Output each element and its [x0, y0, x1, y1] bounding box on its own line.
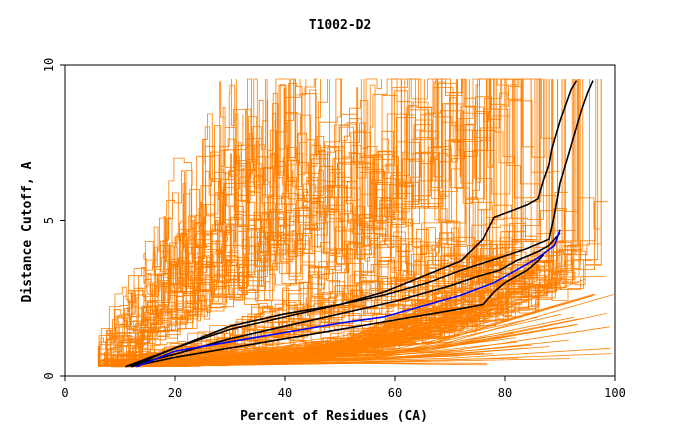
highlight-lines: [125, 80, 594, 368]
series-line-highlight-black-2: [130, 80, 594, 368]
background-model-line: [111, 308, 515, 368]
background-model-line: [116, 293, 469, 368]
x-tick-label: 20: [168, 386, 182, 400]
series-line-highlight-black-3: [125, 232, 561, 368]
chart-title: T1002-D2: [309, 18, 372, 33]
background-model-line: [105, 79, 236, 367]
x-axis-label: Percent of Residues (CA): [240, 409, 428, 424]
background-model-line: [104, 79, 480, 367]
y-tick-label: 10: [42, 58, 56, 72]
background-model-line: [132, 357, 519, 368]
background-model-line: [131, 79, 540, 367]
background-model-line: [118, 346, 550, 368]
x-tick-label: 60: [388, 386, 402, 400]
background-model-line: [141, 78, 490, 367]
background-model-line: [99, 78, 508, 367]
y-axis-ticks: 0 5 10: [42, 58, 65, 380]
background-model-line: [106, 79, 463, 367]
y-axis-label: Distance Cutoff, A: [20, 161, 35, 302]
background-model-lines: [97, 78, 614, 368]
y-tick-label: 0: [42, 372, 56, 379]
background-model-line: [117, 338, 505, 368]
background-model-line: [98, 78, 257, 367]
background-model-line: [98, 79, 237, 367]
x-tick-label: 0: [61, 386, 68, 400]
background-model-line: [139, 87, 496, 367]
background-model-line: [117, 281, 566, 368]
background-model-line: [135, 78, 554, 367]
series-line-highlight-blue: [136, 229, 561, 368]
background-model-line: [98, 79, 342, 367]
background-model-line: [139, 79, 294, 367]
x-axis-ticks: 0 20 40 60 80 100: [61, 376, 626, 400]
background-model-line: [130, 217, 518, 367]
y-tick-label: 5: [42, 217, 56, 224]
x-tick-label: 80: [498, 386, 512, 400]
background-model-line: [104, 79, 478, 367]
background-model-line: [130, 306, 505, 368]
background-model-line: [112, 79, 416, 367]
background-model-line: [138, 317, 505, 368]
background-model-line: [117, 79, 458, 367]
x-tick-label: 100: [604, 386, 626, 400]
background-model-line: [130, 78, 458, 367]
background-model-line: [119, 271, 497, 368]
background-model-line: [117, 326, 558, 368]
background-model-line: [104, 100, 392, 367]
series-line-highlight-black-1: [125, 80, 578, 368]
background-model-line: [134, 362, 488, 368]
background-model-line: [133, 79, 402, 367]
x-tick-label: 40: [278, 386, 292, 400]
series-line-highlight-black-4: [130, 254, 545, 368]
background-model-line: [100, 79, 321, 367]
background-model-line: [126, 79, 437, 367]
